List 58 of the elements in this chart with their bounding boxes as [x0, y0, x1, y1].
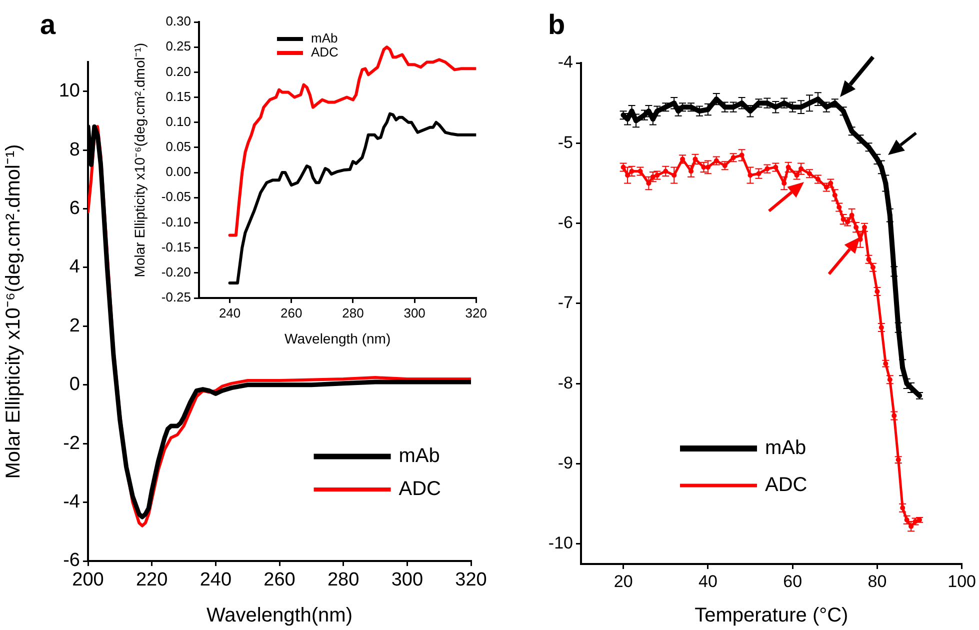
y-tick-label: -0.05	[161, 189, 191, 204]
y-tick-label: 0.15	[166, 88, 191, 104]
y-tick-label: -5	[558, 132, 573, 152]
y-tick-label: -7	[558, 293, 573, 312]
y-tick-label: -9	[558, 453, 573, 472]
x-tick-label: 260	[280, 305, 302, 320]
y-tick-label: 0	[69, 374, 80, 396]
y-tick-label: -8	[558, 373, 573, 392]
y-tick-label: 4	[69, 256, 80, 278]
x-axis-title: Wavelength (nm)	[284, 330, 391, 346]
legend-label: ADC	[311, 44, 338, 60]
y-tick-label: -0.10	[161, 214, 191, 230]
x-tick-label: 300	[404, 305, 426, 320]
x-tick-label: 280	[342, 305, 364, 320]
y-tick-label: 10	[58, 80, 80, 102]
y-tick-label: -10	[548, 534, 573, 553]
y-tick-label: -4	[558, 52, 573, 72]
x-tick-label: 200	[72, 570, 104, 591]
legend-label: ADC	[765, 474, 808, 496]
y-tick-label: -4	[63, 492, 80, 513]
x-tick-label: 320	[465, 305, 488, 320]
x-axis-title: Temperature (°C)	[694, 604, 848, 627]
legend-label: mAb	[311, 30, 338, 46]
x-tick-label: 80	[868, 572, 887, 591]
y-tick-label: -6	[558, 213, 573, 232]
y-tick-label: -0.20	[161, 264, 191, 280]
legend-label: ADC	[398, 478, 442, 500]
legend-label: mAb	[765, 437, 806, 460]
x-tick-label: 240	[218, 305, 241, 320]
y-tick-label: 0.10	[166, 114, 191, 129]
x-tick-label: 300	[391, 570, 424, 591]
y-tick-label: -0.15	[161, 239, 191, 254]
x-tick-label: 260	[264, 570, 296, 591]
y-tick-label: 6	[69, 198, 80, 219]
y-tick-label: 0.05	[166, 139, 191, 154]
y-tick-label: 8	[69, 139, 80, 160]
x-tick-label: 40	[698, 572, 718, 591]
x-axis-title: Wavelength(nm)	[206, 604, 352, 627]
x-tick-label: 320	[455, 570, 487, 591]
y-tick-label: 2	[69, 315, 80, 336]
y-tick-label: 0.00	[166, 164, 191, 180]
chart-title: a	[40, 9, 56, 40]
x-tick-label: 100	[948, 572, 976, 591]
x-tick-label: 280	[327, 570, 360, 591]
y-tick-label: 0.25	[166, 38, 191, 54]
x-tick-label: 20	[614, 572, 633, 591]
y-tick-label: 0.30	[166, 14, 191, 29]
x-tick-label: 240	[200, 570, 232, 591]
y-axis-title: Molar Ellipticity x10⁻⁶(deg.cm².dmol⁻¹)	[2, 144, 25, 479]
y-tick-label: 0.20	[166, 64, 191, 79]
y-tick-label: -0.25	[161, 290, 191, 305]
x-tick-label: 220	[136, 570, 168, 591]
y-tick-label: -6	[63, 550, 80, 572]
legend-label: mAb	[398, 445, 440, 468]
y-axis-title: Molar Ellipticity x10⁻⁶(deg.cm².dmol⁻¹)	[131, 42, 148, 278]
chart-title: b	[548, 9, 566, 40]
x-tick-label: 60	[783, 572, 802, 591]
y-tick-label: -2	[63, 432, 80, 454]
